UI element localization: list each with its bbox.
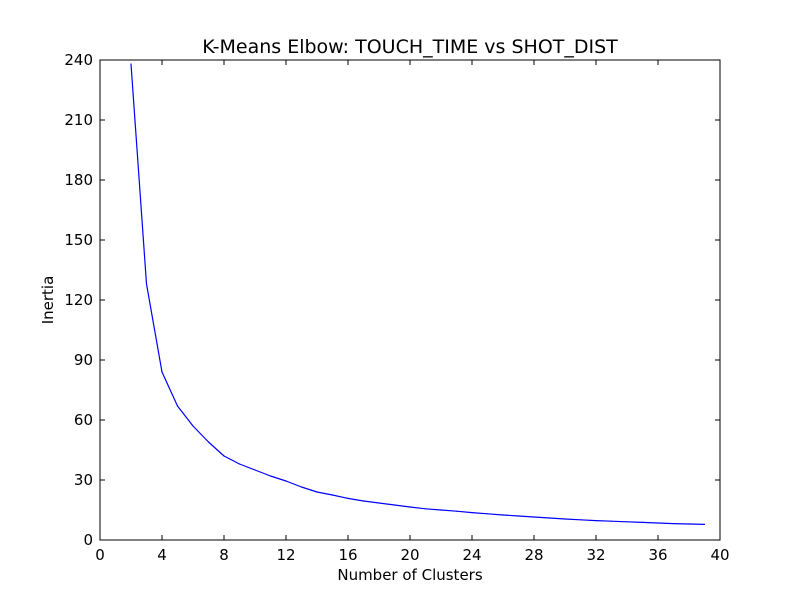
chart-title: K-Means Elbow: TOUCH_TIME vs SHOT_DIST [202,36,618,58]
data-point [471,511,473,514]
data-point [610,520,613,522]
data-point [254,469,256,471]
x-tick-label: 0 [95,546,105,564]
y-tick-label: 210 [64,111,93,129]
x-tick-label: 16 [338,546,357,564]
series-line-0 [130,63,705,525]
y-tick-label: 240 [64,51,93,69]
data-point [176,405,179,407]
y-tick-label: 30 [74,471,93,489]
data-point [641,521,644,524]
data-point [192,425,194,427]
data-point [269,475,272,477]
data-point [409,506,411,508]
data-point [486,513,489,515]
x-axis-ticks: 0 4 8 12 16 20 24 28 32 36 40 [95,60,730,564]
data-point [347,497,349,499]
x-tick-label: 36 [648,546,667,564]
data-point [517,515,520,517]
x-tick-label: 4 [157,546,167,564]
data-point [238,463,241,465]
series-layer [130,63,706,526]
data-point [688,523,690,525]
data-point [502,514,504,516]
data-point [595,520,597,522]
x-axis-label: Number of Clusters [337,566,482,584]
data-point [285,480,287,482]
x-tick-label: 12 [276,546,295,564]
x-tick-label: 40 [710,546,729,564]
x-tick-label: 24 [462,546,481,564]
data-point [564,518,566,520]
data-point [657,522,659,524]
data-point [161,371,163,373]
data-point [424,508,427,510]
y-axis-label: Inertia [39,276,57,325]
data-point [548,517,551,519]
data-point [145,283,148,285]
x-tick-label: 32 [586,546,605,564]
data-point [223,455,225,457]
data-point [130,63,132,65]
data-point [533,516,535,518]
data-point [703,523,706,526]
y-tick-label: 120 [64,291,93,309]
data-point [626,521,628,523]
y-tick-label: 90 [74,351,93,369]
data-point [316,491,318,493]
y-axis-ticks: 0 30 60 90 120 150 180 210 240 [64,51,720,549]
data-point [331,494,334,496]
x-tick-label: 28 [524,546,543,564]
data-point [672,523,675,525]
plot-area-frame [99,59,721,541]
y-tick-label: 150 [64,231,93,249]
data-point [393,504,396,506]
data-point [362,500,365,502]
data-point [440,509,442,511]
x-tick-label: 20 [400,546,419,564]
y-tick-label: 60 [74,411,93,429]
data-point [300,486,303,488]
y-tick-label: 180 [64,171,93,189]
data-point [207,441,210,443]
data-point [378,502,380,504]
x-tick-label: 8 [219,546,229,564]
data-point [579,519,582,521]
data-point [455,510,458,512]
y-tick-label: 0 [83,531,93,549]
